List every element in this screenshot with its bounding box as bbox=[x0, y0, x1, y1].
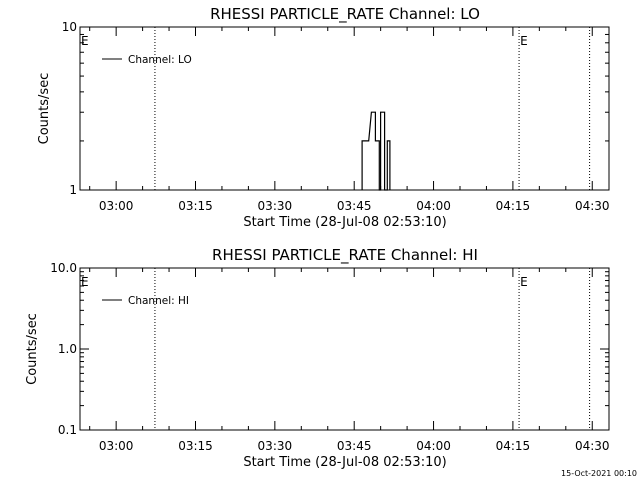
x-tick-label: 04:00 bbox=[416, 199, 451, 213]
x-axis-label: Start Time (28-Jul-08 02:53:10) bbox=[243, 455, 446, 470]
x-tick-label: 03:00 bbox=[99, 439, 134, 453]
y-tick-label: 1 bbox=[69, 183, 77, 197]
x-tick-label: 04:30 bbox=[575, 439, 610, 453]
legend-label: Channel: LO bbox=[128, 54, 192, 66]
event-marker-label: E bbox=[520, 275, 528, 289]
x-tick-label: 04:00 bbox=[416, 439, 451, 453]
y-tick-label: 0.1 bbox=[58, 423, 77, 437]
x-tick-label: 03:00 bbox=[99, 199, 134, 213]
y-tick-label: 1.0 bbox=[58, 342, 77, 356]
event-marker-label: E bbox=[81, 34, 89, 48]
plot-frame bbox=[79, 26, 610, 191]
footer-timestamp: 15-Oct-2021 00:10 bbox=[561, 469, 637, 478]
x-tick-label: 03:15 bbox=[178, 439, 213, 453]
x-tick-label: 04:30 bbox=[575, 199, 610, 213]
series-line-1 bbox=[361, 111, 391, 191]
y-tick-label: 10.0 bbox=[50, 261, 77, 275]
y-axis-label: Counts/sec bbox=[25, 313, 40, 385]
chart-panel-2: RHESSI PARTICLE_RATE Channel: HI Counts/s… bbox=[25, 246, 610, 470]
x-axis-label: Start Time (28-Jul-08 02:53:10) bbox=[243, 215, 446, 230]
y-tick-label: 10 bbox=[62, 20, 77, 34]
x-tick-label: 03:30 bbox=[258, 199, 293, 213]
x-tick-label: 04:15 bbox=[496, 439, 531, 453]
x-tick-label: 03:45 bbox=[337, 439, 372, 453]
x-tick-label: 03:30 bbox=[258, 439, 293, 453]
plot-frame bbox=[79, 267, 610, 431]
chart-title: RHESSI PARTICLE_RATE Channel: LO bbox=[210, 5, 480, 24]
y-axis-label: Counts/sec bbox=[37, 73, 52, 145]
chart-panel-1: RHESSI PARTICLE_RATE Channel: LO Counts/s… bbox=[37, 5, 610, 230]
chart-title: RHESSI PARTICLE_RATE Channel: HI bbox=[212, 246, 478, 265]
legend-label: Channel: HI bbox=[128, 295, 189, 307]
x-tick-label: 03:45 bbox=[337, 199, 372, 213]
x-tick-label: 04:15 bbox=[496, 199, 531, 213]
x-tick-label: 03:15 bbox=[178, 199, 213, 213]
event-marker-label: E bbox=[81, 275, 89, 289]
event-marker-label: E bbox=[520, 34, 528, 48]
